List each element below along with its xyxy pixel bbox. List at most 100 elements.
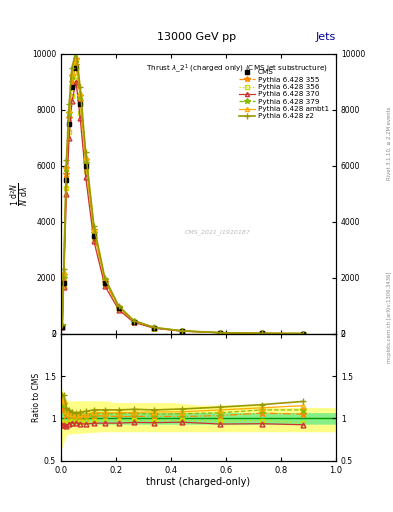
Pythia 6.428 ambt1 bbox=[259, 330, 264, 336]
Pythia 6.428 z2 bbox=[301, 330, 305, 336]
CMS bbox=[103, 280, 107, 286]
Pythia 6.428 z2 bbox=[61, 266, 66, 272]
Pythia 6.428 ambt1 bbox=[70, 70, 74, 76]
Pythia 6.428 356 bbox=[116, 306, 121, 312]
Pythia 6.428 355 bbox=[67, 115, 72, 121]
Pythia 6.428 z2 bbox=[83, 148, 88, 155]
Line: Pythia 6.428 370: Pythia 6.428 370 bbox=[60, 79, 305, 336]
Pythia 6.428 370 bbox=[116, 307, 121, 313]
Pythia 6.428 z2 bbox=[218, 330, 223, 336]
Line: Pythia 6.428 379: Pythia 6.428 379 bbox=[59, 56, 307, 337]
Pythia 6.428 356 bbox=[61, 283, 66, 289]
Pythia 6.428 356 bbox=[218, 330, 223, 336]
Pythia 6.428 355 bbox=[92, 230, 96, 236]
Pythia 6.428 z2 bbox=[74, 48, 79, 54]
Pythia 6.428 370 bbox=[67, 135, 72, 141]
Pythia 6.428 355 bbox=[83, 160, 88, 166]
Pythia 6.428 379 bbox=[180, 328, 184, 334]
Pythia 6.428 356 bbox=[92, 236, 96, 242]
Line: Pythia 6.428 356: Pythia 6.428 356 bbox=[60, 74, 305, 336]
CMS bbox=[70, 84, 74, 91]
Pythia 6.428 ambt1 bbox=[60, 322, 64, 328]
CMS bbox=[83, 163, 88, 169]
CMS bbox=[259, 330, 264, 336]
Pythia 6.428 379 bbox=[67, 110, 72, 116]
Pythia 6.428 ambt1 bbox=[301, 330, 305, 336]
Pythia 6.428 356 bbox=[131, 319, 136, 325]
Pythia 6.428 379 bbox=[83, 157, 88, 163]
Pythia 6.428 z2 bbox=[152, 325, 157, 331]
CMS bbox=[74, 65, 79, 71]
Pythia 6.428 355 bbox=[116, 305, 121, 311]
Text: mcplots.cern.ch [arXiv:1306.3436]: mcplots.cern.ch [arXiv:1306.3436] bbox=[387, 272, 392, 363]
Pythia 6.428 379 bbox=[152, 325, 157, 331]
Text: CMS_2021_I1920187: CMS_2021_I1920187 bbox=[185, 229, 251, 234]
Pythia 6.428 355 bbox=[103, 279, 107, 285]
Pythia 6.428 z2 bbox=[180, 328, 184, 334]
Pythia 6.428 370 bbox=[78, 115, 83, 121]
Pythia 6.428 355 bbox=[218, 330, 223, 336]
Pythia 6.428 379 bbox=[92, 227, 96, 233]
CMS bbox=[64, 177, 69, 183]
Pythia 6.428 ambt1 bbox=[218, 330, 223, 336]
Pythia 6.428 370 bbox=[74, 79, 79, 85]
Text: Rivet 3.1.10, ≥ 2.2M events: Rivet 3.1.10, ≥ 2.2M events bbox=[387, 106, 392, 180]
Pythia 6.428 356 bbox=[64, 185, 69, 191]
Pythia 6.428 356 bbox=[180, 328, 184, 334]
Pythia 6.428 370 bbox=[259, 330, 264, 336]
Pythia 6.428 355 bbox=[301, 330, 305, 336]
Pythia 6.428 370 bbox=[218, 330, 223, 336]
CMS bbox=[78, 101, 83, 107]
Pythia 6.428 355 bbox=[64, 171, 69, 177]
Pythia 6.428 370 bbox=[301, 330, 305, 336]
Pythia 6.428 379 bbox=[116, 304, 121, 310]
Pythia 6.428 355 bbox=[74, 62, 79, 68]
Text: 13000 GeV pp: 13000 GeV pp bbox=[157, 32, 236, 42]
Pythia 6.428 355 bbox=[259, 330, 264, 336]
Pythia 6.428 z2 bbox=[103, 275, 107, 281]
Pythia 6.428 379 bbox=[218, 330, 223, 336]
CMS bbox=[218, 330, 223, 336]
Pythia 6.428 356 bbox=[74, 73, 79, 79]
Line: CMS: CMS bbox=[60, 66, 305, 336]
X-axis label: thrust (charged-only): thrust (charged-only) bbox=[147, 477, 250, 487]
Pythia 6.428 ambt1 bbox=[74, 53, 79, 59]
Pythia 6.428 379 bbox=[74, 56, 79, 62]
Line: Pythia 6.428 z2: Pythia 6.428 z2 bbox=[59, 48, 307, 337]
Pythia 6.428 z2 bbox=[78, 84, 83, 91]
Pythia 6.428 z2 bbox=[131, 317, 136, 324]
Line: Pythia 6.428 355: Pythia 6.428 355 bbox=[59, 61, 307, 337]
Pythia 6.428 356 bbox=[67, 129, 72, 135]
Pythia 6.428 ambt1 bbox=[83, 154, 88, 160]
Pythia 6.428 379 bbox=[64, 165, 69, 172]
Pythia 6.428 ambt1 bbox=[152, 325, 157, 331]
Pythia 6.428 355 bbox=[78, 98, 83, 104]
Pythia 6.428 355 bbox=[180, 328, 184, 334]
Pythia 6.428 355 bbox=[70, 79, 74, 85]
Pythia 6.428 370 bbox=[103, 283, 107, 289]
Pythia 6.428 356 bbox=[103, 282, 107, 288]
Pythia 6.428 370 bbox=[131, 319, 136, 326]
Pythia 6.428 ambt1 bbox=[180, 328, 184, 334]
Pythia 6.428 379 bbox=[131, 318, 136, 324]
Pythia 6.428 370 bbox=[83, 174, 88, 180]
Pythia 6.428 370 bbox=[180, 328, 184, 334]
Pythia 6.428 379 bbox=[61, 272, 66, 278]
Pythia 6.428 379 bbox=[70, 73, 74, 79]
Legend: CMS, Pythia 6.428 355, Pythia 6.428 356, Pythia 6.428 370, Pythia 6.428 379, Pyt: CMS, Pythia 6.428 355, Pythia 6.428 356,… bbox=[238, 69, 330, 120]
CMS bbox=[152, 325, 157, 331]
Pythia 6.428 ambt1 bbox=[92, 226, 96, 232]
Pythia 6.428 355 bbox=[61, 274, 66, 281]
CMS bbox=[301, 330, 305, 336]
Pythia 6.428 ambt1 bbox=[67, 106, 72, 113]
Pythia 6.428 379 bbox=[60, 323, 64, 329]
CMS bbox=[92, 232, 96, 239]
Y-axis label: $\frac{1}{N}\frac{\mathrm{d}^2N}{\mathrm{d}\lambda}$: $\frac{1}{N}\frac{\mathrm{d}^2N}{\mathrm… bbox=[10, 182, 30, 205]
Line: Pythia 6.428 ambt1: Pythia 6.428 ambt1 bbox=[60, 54, 305, 336]
Pythia 6.428 356 bbox=[301, 330, 305, 336]
Pythia 6.428 z2 bbox=[70, 65, 74, 71]
Pythia 6.428 ambt1 bbox=[78, 90, 83, 96]
Pythia 6.428 356 bbox=[152, 325, 157, 331]
CMS bbox=[131, 319, 136, 325]
Pythia 6.428 370 bbox=[64, 190, 69, 197]
